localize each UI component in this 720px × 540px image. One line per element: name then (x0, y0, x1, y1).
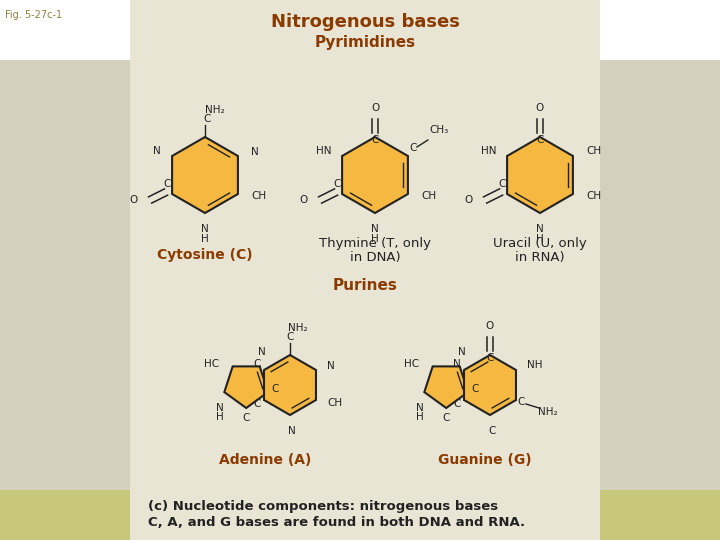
Text: C: C (372, 135, 379, 145)
Text: Fig. 5-27c-1: Fig. 5-27c-1 (5, 10, 62, 20)
Text: Uracil (U, only: Uracil (U, only (493, 237, 587, 249)
Text: C: C (163, 179, 171, 189)
Text: O: O (130, 195, 138, 205)
Text: NH₂: NH₂ (538, 407, 558, 417)
Text: H: H (371, 234, 379, 244)
Text: N: N (458, 347, 466, 357)
Text: N: N (201, 224, 209, 234)
Text: C: C (517, 397, 525, 407)
Text: Cytosine (C): Cytosine (C) (157, 248, 253, 262)
Text: HN: HN (480, 146, 496, 156)
Polygon shape (264, 355, 316, 415)
Text: HN: HN (315, 146, 331, 156)
Polygon shape (342, 137, 408, 213)
Text: C: C (253, 399, 261, 409)
Text: CH: CH (327, 398, 342, 408)
Text: Nitrogenous bases: Nitrogenous bases (271, 13, 459, 31)
Bar (130, 490, 600, 540)
Text: Pyrimidines: Pyrimidines (315, 35, 415, 50)
Text: H: H (201, 234, 209, 244)
Polygon shape (507, 137, 573, 213)
Text: CH: CH (421, 191, 436, 201)
Text: N: N (258, 347, 266, 357)
Text: in RNA): in RNA) (516, 251, 564, 264)
Bar (600, 60, 720, 490)
Text: C: C (409, 143, 417, 153)
Text: HC: HC (204, 360, 219, 369)
Polygon shape (464, 355, 516, 415)
Text: C: C (287, 332, 294, 342)
Polygon shape (172, 137, 238, 213)
Text: C: C (486, 353, 494, 363)
Text: C: C (498, 179, 505, 189)
Text: Guanine (G): Guanine (G) (438, 453, 532, 467)
Text: O: O (465, 195, 473, 205)
Text: C: C (203, 114, 211, 124)
Bar (600, 0, 720, 60)
Text: in DNA): in DNA) (350, 251, 400, 264)
Text: N: N (327, 361, 335, 371)
Text: C: C (454, 399, 461, 409)
Text: H: H (536, 234, 544, 244)
Text: Adenine (A): Adenine (A) (219, 453, 311, 467)
Text: C: C (536, 135, 544, 145)
Polygon shape (225, 367, 268, 408)
Text: H: H (217, 412, 224, 422)
Text: CH: CH (586, 146, 601, 156)
Text: C, A, and G bases are found in both DNA and RNA.: C, A, and G bases are found in both DNA … (148, 516, 525, 529)
Text: N: N (251, 147, 258, 157)
Text: C: C (243, 413, 250, 423)
Text: N: N (536, 224, 544, 234)
Text: O: O (371, 103, 379, 113)
Bar (130, 0, 600, 490)
Text: O: O (486, 321, 494, 331)
Bar (0, 60, 130, 490)
Text: CH: CH (251, 191, 266, 201)
Polygon shape (424, 367, 468, 408)
Text: (c) Nucleotide components: nitrogenous bases: (c) Nucleotide components: nitrogenous b… (148, 500, 498, 513)
Text: Thymine (T, only: Thymine (T, only (319, 237, 431, 249)
Text: N: N (371, 224, 379, 234)
Text: C: C (271, 384, 279, 394)
Text: N: N (288, 426, 296, 436)
Text: CH₃: CH₃ (429, 125, 449, 135)
Text: N: N (153, 146, 161, 156)
Text: C: C (443, 413, 450, 423)
Text: C: C (253, 359, 261, 369)
Text: NH₂: NH₂ (288, 323, 308, 333)
Text: O: O (300, 195, 308, 205)
Bar (0, 490, 720, 540)
Text: HC: HC (403, 360, 419, 369)
Text: N: N (416, 403, 424, 413)
Text: C: C (333, 179, 341, 189)
Text: C: C (488, 426, 495, 436)
Text: H: H (416, 412, 424, 422)
Text: N: N (217, 403, 224, 413)
Text: NH₂: NH₂ (205, 105, 225, 115)
Text: O: O (536, 103, 544, 113)
Bar (0, 0, 130, 60)
Text: C: C (471, 384, 479, 394)
Text: NH: NH (527, 360, 542, 370)
Text: N: N (454, 359, 461, 369)
Text: CH: CH (586, 191, 601, 201)
Text: Purines: Purines (333, 278, 397, 293)
